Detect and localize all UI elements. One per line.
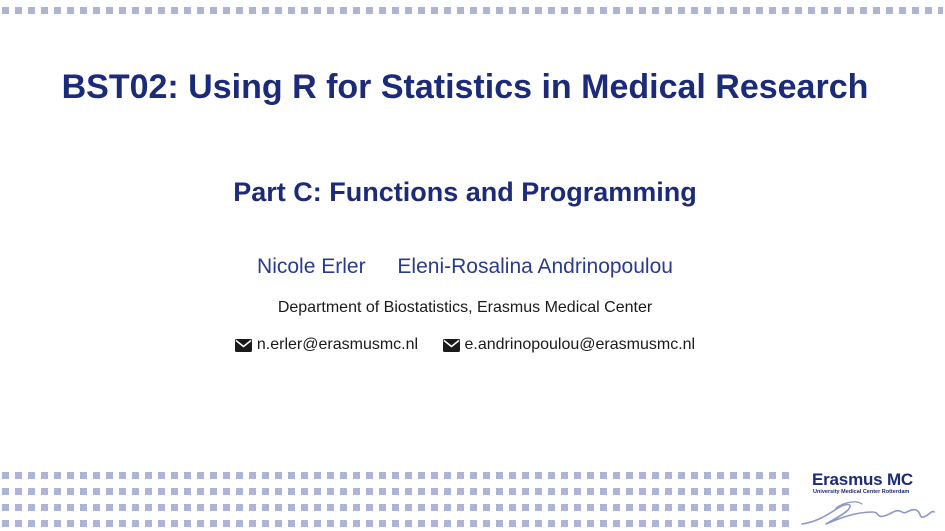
envelope-icon [442,338,460,352]
email-address[interactable]: n.erler@erasmusmc.nl [256,336,419,353]
bottom-border-pattern [2,488,795,495]
signature-icon [801,501,935,525]
authors: Nicole Erler Eleni-Rosalina Andrinopoulo… [60,253,870,281]
department: Department of Biostatistics, Erasmus Med… [277,299,653,316]
logo-subtitle: University Medical Center Rotterdam [813,489,910,495]
logo-name: Erasmus MC [812,470,913,489]
email-item[interactable]: n.erler@erasmusmc.nl [234,334,419,356]
top-border-pattern [2,7,943,14]
email-list: n.erler@erasmusmc.nl e.andrinopoulou@era… [60,334,870,359]
email-address[interactable]: e.andrinopoulou@erasmusmc.nl [464,336,696,353]
slide-subtitle: Part C: Functions and Programming [233,177,697,207]
email-item[interactable]: e.andrinopoulou@erasmusmc.nl [442,334,696,356]
erasmus-mc-logo: Erasmus MC University Medical Center Rot… [796,470,942,528]
author-name: Nicole Erler [257,255,366,278]
author-name: Eleni-Rosalina Andrinopoulou [397,255,673,278]
slide-title: BST02: Using R for Statistics in Medical… [61,68,869,106]
bottom-border-pattern [2,520,795,527]
envelope-icon [234,338,252,352]
bottom-border-pattern [2,472,795,479]
bottom-border-pattern [2,504,795,511]
